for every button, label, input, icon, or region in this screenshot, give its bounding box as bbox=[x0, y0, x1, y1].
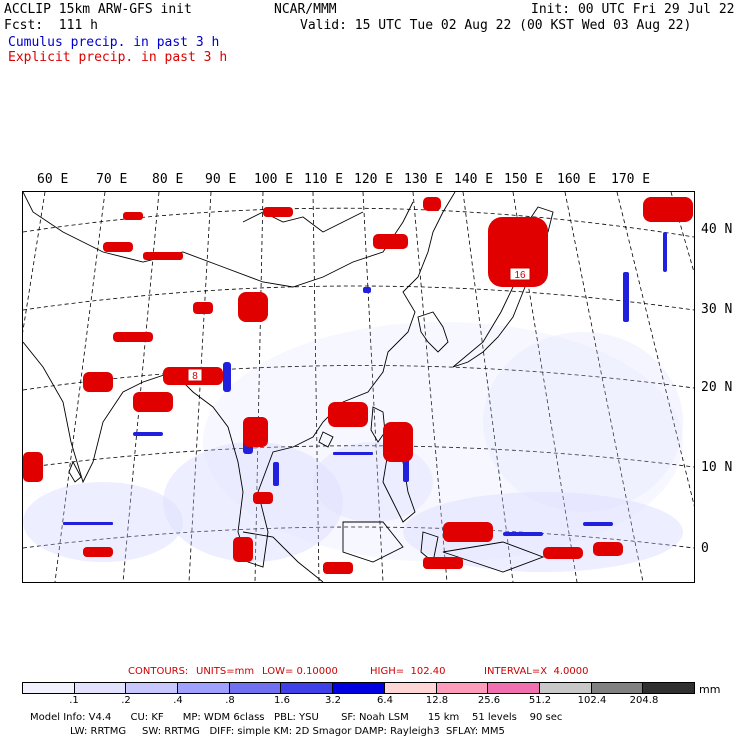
colorbar-tick: .2 bbox=[121, 695, 131, 706]
colorbar-tick: 102.4 bbox=[577, 695, 607, 706]
colorbar-swatch bbox=[23, 683, 75, 693]
contours-interval: INTERVAL=X 4.0000 bbox=[484, 666, 589, 677]
lat-line-30n bbox=[23, 285, 694, 311]
init-time: Init: 00 UTC Fri 29 Jul 22 bbox=[531, 2, 735, 17]
lon-line bbox=[254, 192, 264, 582]
forecast-hour: Fcst: 111 h bbox=[4, 18, 98, 33]
lat-line-20n bbox=[23, 365, 694, 391]
sri-lanka-coast bbox=[68, 460, 82, 483]
precip-map: 8 16 bbox=[22, 191, 695, 583]
lon-label: 130 E bbox=[404, 172, 444, 187]
colorbar-swatch bbox=[126, 683, 179, 693]
lon-line bbox=[412, 192, 448, 582]
hainan-coast bbox=[318, 431, 334, 448]
explicit-precip bbox=[23, 197, 693, 574]
colorbar-tick: .1 bbox=[69, 695, 79, 706]
lon-label: 140 E bbox=[454, 172, 494, 187]
colorbar-swatch bbox=[539, 683, 592, 693]
contours-low: LOW= 0.10000 bbox=[262, 666, 338, 677]
colorbar-swatch bbox=[436, 683, 489, 693]
lon-line bbox=[23, 192, 46, 333]
contours-high: HIGH= 102.40 bbox=[370, 666, 446, 677]
colorbar-swatch bbox=[384, 683, 437, 693]
colorbar-tick: 12.8 bbox=[425, 695, 449, 706]
taiwan-coast bbox=[370, 406, 386, 443]
borneo-coast bbox=[342, 521, 404, 563]
new-guinea-coast bbox=[442, 541, 545, 573]
colorbar-swatch bbox=[488, 683, 540, 693]
max-label: 16 bbox=[514, 270, 526, 281]
model-info-line1: Model Info: V4.4 CU: KF MP: WDM 6class P… bbox=[30, 712, 563, 723]
colorbar-tick: 51.2 bbox=[528, 695, 552, 706]
lat-label: 40 N bbox=[701, 222, 733, 237]
lon-line bbox=[462, 192, 514, 582]
model-title: ACCLIP 15km ARW-GFS init bbox=[4, 2, 192, 17]
colorbar-tick: 204.8 bbox=[629, 695, 659, 706]
lat-label: 10 N bbox=[701, 460, 733, 475]
colorbar-swatch bbox=[643, 683, 694, 693]
colorbar-swatch bbox=[333, 683, 385, 693]
lat-label: 0 bbox=[701, 541, 709, 556]
valid-time: Valid: 15 UTC Tue 02 Aug 22 (00 KST Wed … bbox=[300, 18, 692, 33]
max-markers: 8 16 bbox=[187, 267, 531, 382]
lat-label: 20 N bbox=[701, 380, 733, 395]
colorbar-tick: .8 bbox=[225, 695, 235, 706]
asia-coastline bbox=[23, 192, 456, 568]
model-info-line2: LW: RRTMG SW: RRTMG DIFF: simple KM: 2D … bbox=[70, 726, 505, 737]
lat-line-0 bbox=[23, 526, 694, 549]
mongolia-border bbox=[242, 211, 364, 233]
latitude-lines bbox=[23, 207, 694, 549]
lon-line bbox=[616, 192, 694, 507]
colorbar-tick: 6.4 bbox=[377, 695, 393, 706]
lon-label: 70 E bbox=[96, 172, 128, 187]
lon-line bbox=[362, 192, 384, 582]
lat-label: 30 N bbox=[701, 302, 733, 317]
colorbar-swatch bbox=[178, 683, 230, 693]
lon-label: 100 E bbox=[254, 172, 294, 187]
colorbar-tick: 3.2 bbox=[325, 695, 341, 706]
colorbar-swatch bbox=[591, 683, 644, 693]
org-label: NCAR/MMM bbox=[274, 2, 337, 17]
lon-label: 120 E bbox=[354, 172, 394, 187]
lon-label: 90 E bbox=[205, 172, 237, 187]
colorbar-units: mm bbox=[699, 683, 721, 696]
lon-label: 150 E bbox=[504, 172, 544, 187]
korea-coast bbox=[417, 311, 449, 353]
lon-label: 160 E bbox=[557, 172, 597, 187]
colorbar-swatch bbox=[74, 683, 127, 693]
china-border bbox=[23, 192, 414, 288]
lon-line bbox=[188, 192, 212, 582]
legend-cumulus: Cumulus precip. in past 3 h bbox=[8, 35, 220, 50]
map-canvas: 8 16 bbox=[23, 192, 694, 582]
colorbar-tick: 1.6 bbox=[274, 695, 290, 706]
lon-line bbox=[564, 192, 644, 582]
lon-line bbox=[312, 192, 320, 582]
light-precip-areas bbox=[23, 322, 683, 572]
colorbar-tick: .4 bbox=[173, 695, 183, 706]
colorbar bbox=[22, 682, 695, 694]
colorbar-swatch bbox=[281, 683, 334, 693]
lat-line-40n bbox=[23, 207, 694, 238]
sumatra-coast bbox=[242, 531, 324, 582]
lon-label: 170 E bbox=[611, 172, 651, 187]
legend-explicit: Explicit precip. in past 3 h bbox=[8, 50, 228, 65]
lon-label: 60 E bbox=[37, 172, 69, 187]
contours-label: CONTOURS: bbox=[128, 666, 189, 677]
lat-line-10n bbox=[23, 445, 694, 469]
lon-label: 80 E bbox=[152, 172, 184, 187]
lon-line bbox=[54, 192, 106, 582]
contours-units: UNITS=mm bbox=[196, 666, 255, 677]
colorbar-swatch bbox=[229, 683, 282, 693]
colorbar-tick: 25.6 bbox=[477, 695, 501, 706]
lon-label: 110 E bbox=[304, 172, 344, 187]
max-label: 8 bbox=[192, 371, 198, 382]
